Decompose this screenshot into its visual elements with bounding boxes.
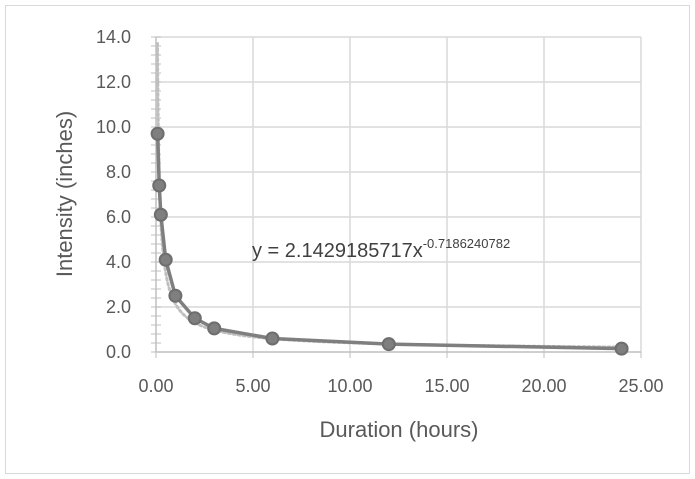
power-trendline	[155, 42, 624, 349]
data-point	[158, 252, 173, 267]
axes	[151, 36, 642, 358]
data-point	[614, 341, 629, 356]
y-tick-label: 14.0	[96, 27, 131, 47]
gridlines	[156, 36, 642, 352]
trendline-equation: y = 2.1429185717x-0.7186240782	[252, 236, 510, 262]
data-point	[153, 207, 168, 222]
x-tick-label: 0.00	[138, 376, 173, 396]
data-point	[207, 321, 222, 336]
tick-labels: 0.0 2.0 4.0 6.0 8.0 10.0 12.0 14.0 0.00 5.00 10.00…	[96, 27, 664, 396]
x-tick-label: 25.00	[618, 376, 663, 396]
chart-frame	[5, 5, 690, 474]
y-tick-label: 10.0	[96, 117, 131, 137]
data-point	[168, 288, 183, 303]
series-line	[155, 133, 622, 351]
y-tick-label: 2.0	[106, 297, 131, 317]
y-axis-title: Intensity (inches)	[52, 111, 77, 277]
trendline-equation-base: y = 2.1429185717x	[252, 240, 423, 262]
y-tick-label: 8.0	[106, 162, 131, 182]
x-tick-label: 20.00	[521, 376, 566, 396]
data-point	[265, 331, 280, 346]
x-tick-label: 10.00	[327, 376, 372, 396]
trendline-equation-exponent: -0.7186240782	[423, 236, 510, 251]
x-tick-label: 5.00	[235, 376, 270, 396]
data-point	[152, 178, 167, 193]
data-point	[381, 337, 396, 352]
y-tick-label: 12.0	[96, 72, 131, 92]
y-tick-label: 0.0	[106, 342, 131, 362]
trendline	[155, 42, 624, 349]
x-tick-label: 15.00	[424, 376, 469, 396]
y-tick-label: 4.0	[106, 252, 131, 272]
data-series	[150, 126, 629, 356]
x-axis-title: Duration (hours)	[320, 417, 479, 442]
data-point	[150, 126, 165, 141]
y-tick-label: 6.0	[106, 207, 131, 227]
data-point	[187, 311, 202, 326]
